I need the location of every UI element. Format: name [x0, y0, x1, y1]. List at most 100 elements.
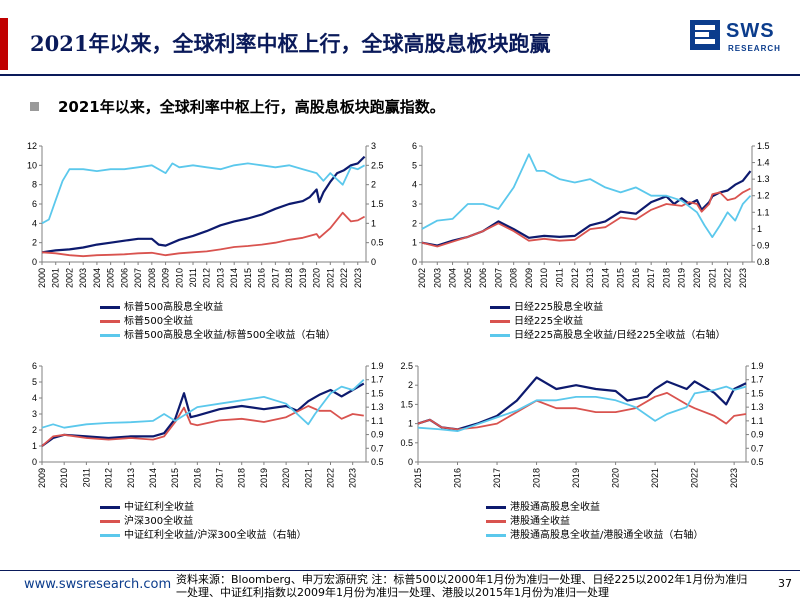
- x-tick-label: 2001: [51, 268, 61, 288]
- y2-tick-label: 1.1: [371, 416, 384, 426]
- y2-tick-label: 1: [757, 224, 762, 234]
- x-tick-label: 2018: [661, 268, 671, 288]
- y-tick-label: 0.5: [400, 438, 413, 448]
- x-tick-label: 2012: [104, 468, 114, 488]
- x-tick-label: 2020: [611, 468, 621, 488]
- chart-csi-dividend: 0 1 2 3 4 5 6 0.5 0.7 0.9 1.1 1.3 1.5 1.7 1.9 2009 2010 2…: [32, 361, 384, 488]
- legend-item: 标普500高股息全收益/标普500全收益（右轴）: [100, 329, 336, 343]
- legend-item: 日经225全收益: [490, 315, 726, 329]
- x-tick-label: 2016: [453, 468, 463, 488]
- legend-label: 沪深300全收益: [124, 516, 194, 527]
- y-tick-label: 5: [32, 377, 37, 387]
- x-tick-label: 2017: [492, 468, 502, 488]
- series-line: [417, 385, 747, 432]
- x-tick-label: 2002: [64, 268, 74, 288]
- footer-website-link[interactable]: www.swsresearch.com: [24, 577, 172, 592]
- chart-nikkei225: 0 1 2 3 4 5 6 0.8 0.9 1 1.1 1.2 1.3 1.4 1.5 2002 2003 200…: [412, 141, 770, 288]
- x-tick-label: 2011: [81, 468, 91, 487]
- logo-subtext: RESEARCH: [728, 44, 781, 53]
- y2-tick-label: 2: [371, 180, 376, 190]
- x-tick-label: 2022: [325, 468, 335, 488]
- footer-source-note: 资料来源：Bloomberg、申万宏源研究 注：标普500以2000年1月份为准…: [176, 573, 748, 599]
- legend-swatch: [100, 533, 120, 537]
- x-tick-label: 2004: [448, 268, 458, 288]
- x-tick-label: 2020: [692, 268, 702, 288]
- legend-label: 日经225股息全收益: [514, 302, 604, 313]
- x-tick-label: 2008: [509, 268, 519, 288]
- series-line: [421, 153, 752, 238]
- x-tick-label: 2021: [325, 268, 335, 288]
- y2-tick-label: 1.7: [751, 375, 764, 385]
- x-tick-label: 2014: [229, 268, 239, 288]
- x-tick-label: 2013: [215, 268, 225, 288]
- x-tick-label: 2003: [78, 268, 88, 288]
- sws-logo: SWS RESEARCH: [688, 18, 792, 58]
- x-tick-label: 2018: [284, 268, 294, 288]
- x-tick-label: 2017: [215, 468, 225, 488]
- logo-text: SWS: [726, 20, 775, 42]
- y2-tick-label: 1.4: [757, 158, 770, 168]
- y-tick-label: 8: [32, 180, 37, 190]
- x-tick-label: 2015: [170, 468, 180, 488]
- x-tick-label: 2015: [243, 268, 253, 288]
- y-tick-label: 2.5: [400, 361, 413, 371]
- y2-tick-label: 1.9: [751, 361, 764, 371]
- bullet-square-icon: [30, 102, 39, 111]
- y2-tick-label: 1.5: [371, 388, 384, 398]
- legend-label: 标普500高股息全收益: [124, 302, 224, 313]
- x-tick-label: 2022: [339, 268, 349, 288]
- y2-tick-label: 0.5: [371, 457, 384, 467]
- x-tick-label: 2009: [524, 268, 534, 288]
- x-tick-label: 2012: [202, 268, 212, 288]
- x-tick-label: 2017: [270, 268, 280, 288]
- legend-label: 港股通高股息全收益: [510, 502, 600, 513]
- x-tick-label: 2013: [585, 268, 595, 288]
- x-tick-label: 2023: [738, 268, 748, 288]
- y2-tick-label: 1.5: [757, 141, 770, 151]
- y2-tick-label: 0.7: [371, 443, 384, 453]
- series-line: [421, 187, 751, 248]
- x-tick-label: 2020: [312, 268, 322, 288]
- y-tick-label: 6: [32, 361, 37, 371]
- legend-label: 标普500高股息全收益/标普500全收益（右轴）: [124, 330, 336, 341]
- series-line: [41, 155, 366, 254]
- page-title: 2021年以来，全球利率中枢上行，全球高股息板块跑赢: [30, 31, 551, 56]
- y-tick-label: 0: [408, 457, 413, 467]
- x-tick-label: 2015: [413, 468, 423, 488]
- y-tick-label: 5: [412, 160, 417, 170]
- x-tick-label: 2006: [478, 268, 488, 288]
- legend-hk-connect: 港股通高股息全收益 港股通全收益 港股通高股息全收益/港股通全收益（右轴）: [486, 501, 703, 543]
- series-line: [41, 379, 365, 429]
- y-tick-label: 1: [32, 441, 37, 451]
- y2-tick-label: 1.9: [371, 361, 384, 371]
- y-tick-label: 0: [32, 257, 37, 267]
- series-line: [417, 392, 747, 431]
- x-tick-label: 2000: [37, 268, 47, 288]
- series-line: [41, 405, 364, 447]
- section-subtitle: 2021年以来，全球利率中枢上行，高股息板块跑赢指数。: [58, 98, 445, 116]
- legend-item: 标普500高股息全收益: [100, 301, 336, 315]
- title-accent-bar: [0, 18, 8, 70]
- legend-swatch: [100, 505, 120, 509]
- x-tick-label: 2021: [303, 468, 313, 488]
- x-tick-label: 2013: [126, 468, 136, 488]
- x-tick-label: 2021: [707, 268, 717, 288]
- y-tick-label: 10: [27, 160, 37, 170]
- y2-tick-label: 0.5: [751, 457, 764, 467]
- x-tick-label: 2011: [555, 268, 565, 287]
- legend-swatch: [486, 519, 506, 523]
- y2-tick-label: 3: [371, 141, 376, 151]
- legend-label: 标普500全收益: [124, 316, 194, 327]
- x-tick-label: 2019: [571, 468, 581, 488]
- footer-divider: [0, 570, 800, 571]
- x-tick-label: 2010: [539, 268, 549, 288]
- y-tick-label: 6: [412, 141, 417, 151]
- y2-tick-label: 0.9: [751, 430, 764, 440]
- legend-item: 中证红利全收益/沪深300全收益（右轴）: [100, 529, 306, 543]
- legend-item: 中证红利全收益: [100, 501, 306, 515]
- x-tick-label: 2021: [650, 468, 660, 488]
- y-tick-label: 6: [32, 199, 37, 209]
- y2-tick-label: 1.3: [751, 402, 764, 412]
- x-tick-label: 2006: [119, 268, 129, 288]
- x-tick-label: 2009: [37, 468, 47, 488]
